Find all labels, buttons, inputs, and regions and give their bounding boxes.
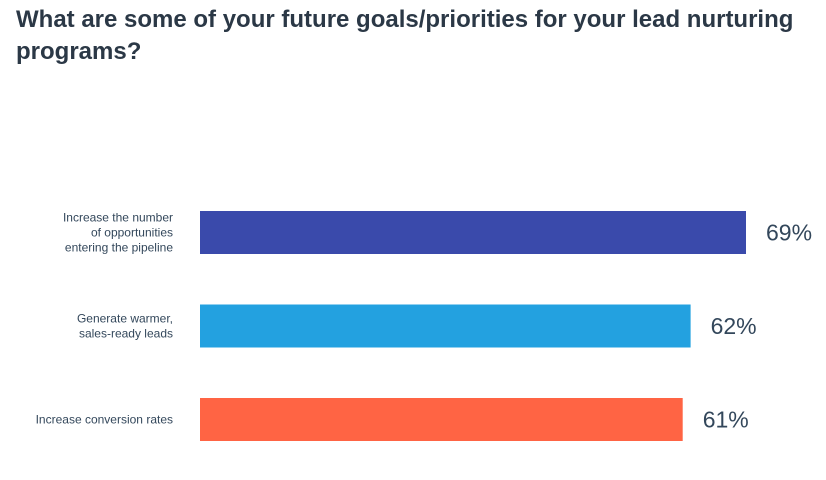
value-label-1: 69% [766, 220, 812, 246]
bar-1 [200, 211, 746, 254]
bar-2 [200, 304, 691, 348]
category-label-line: sales-ready leads [79, 327, 173, 341]
category-label-line: entering the pipeline [65, 241, 173, 255]
value-label-3: 61% [703, 407, 749, 433]
category-label-line: Generate warmer, [77, 312, 173, 326]
value-label-2: 62% [711, 313, 757, 339]
bar-3 [200, 398, 683, 441]
category-label-2: Generate warmer, sales-ready leads [77, 312, 173, 341]
category-label-line: Increase conversion rates [36, 413, 173, 427]
category-label-3: Increase conversion rates [36, 413, 173, 427]
category-label-line: Increase the number [63, 211, 173, 225]
category-label-line: of opportunities [91, 226, 173, 240]
chart-title: What are some of your future goals/prior… [16, 6, 794, 65]
category-label-1: Increase the number of opportunities enter… [63, 211, 173, 255]
